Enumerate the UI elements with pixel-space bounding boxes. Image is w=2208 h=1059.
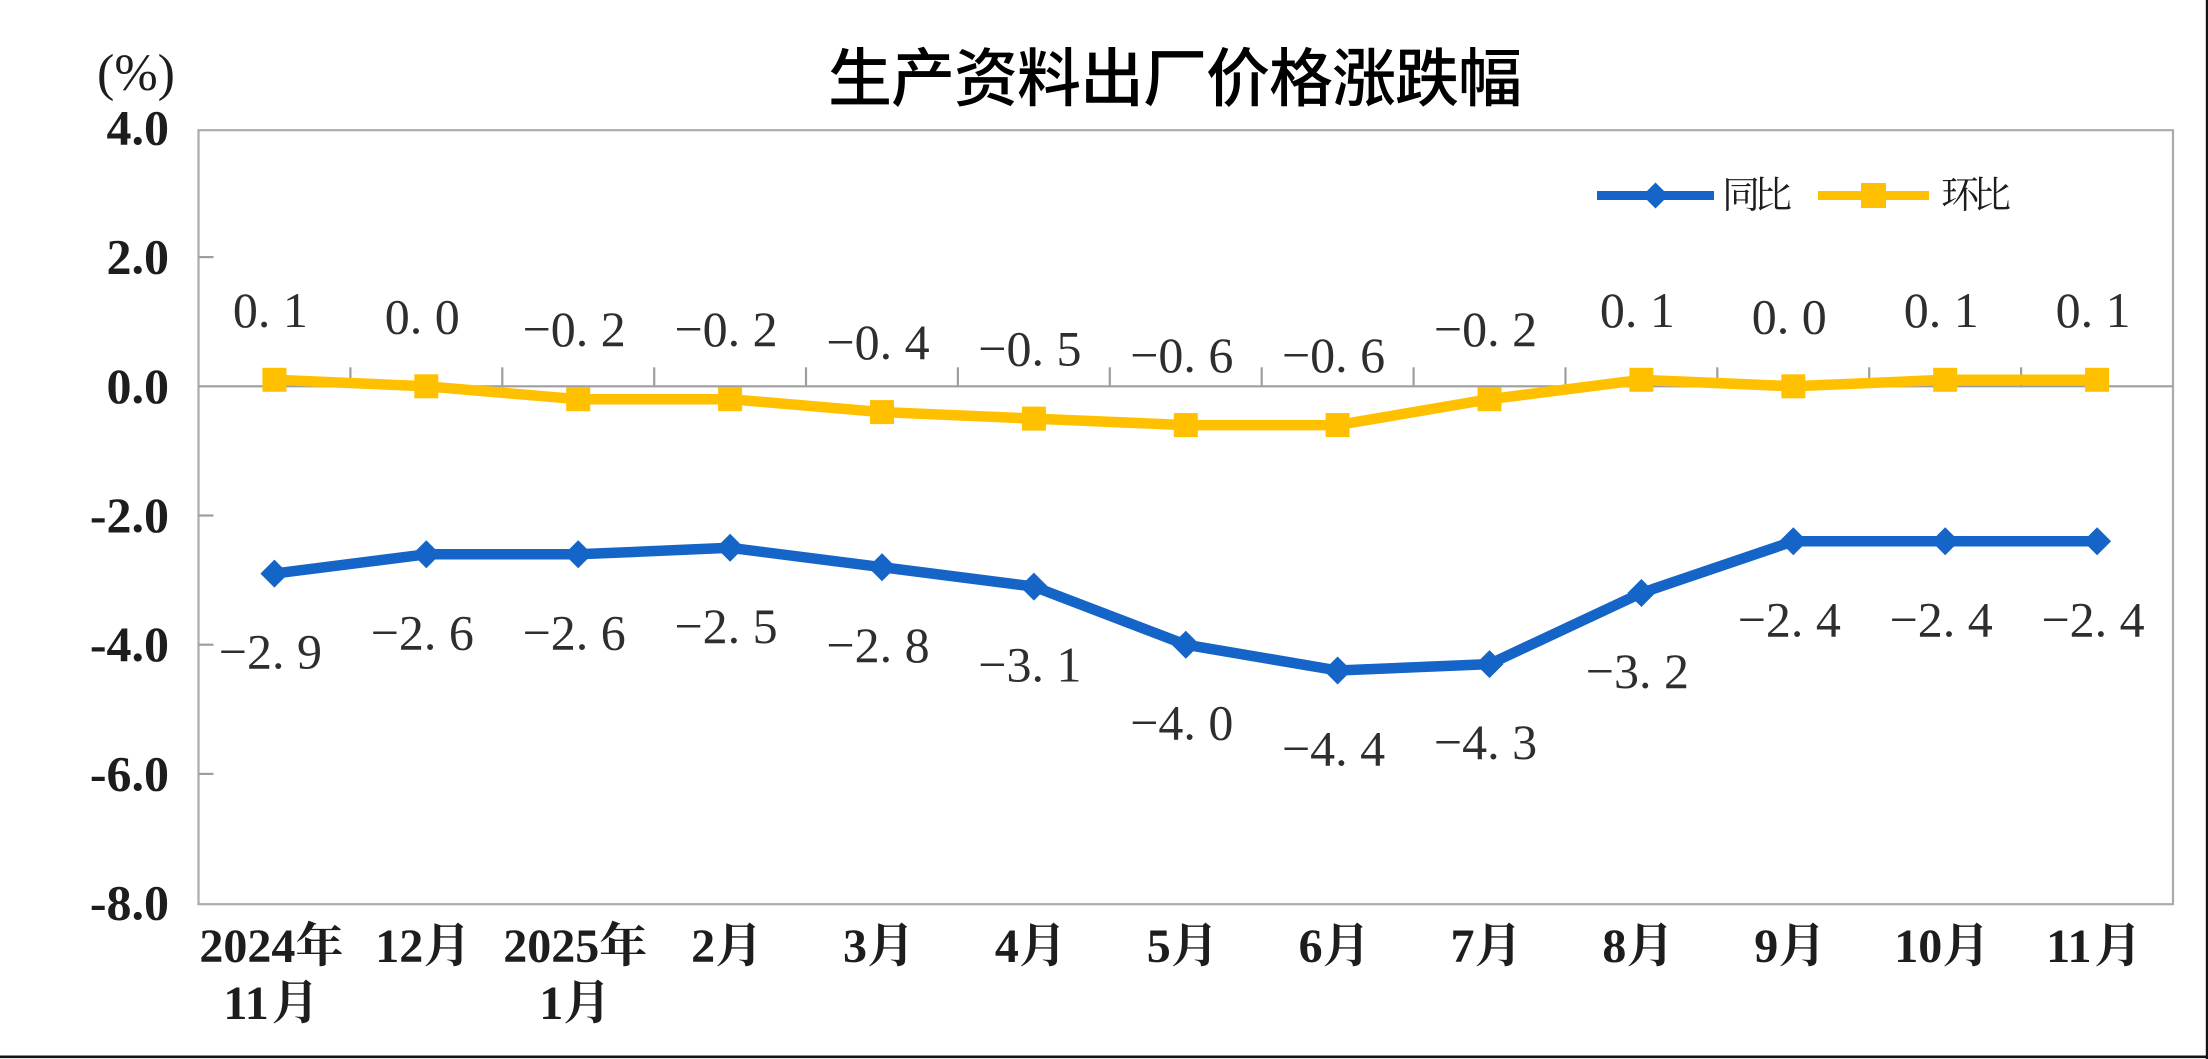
svg-text:4: 4: [995, 920, 1019, 973]
svg-text:0. 0: 0. 0: [1752, 288, 1827, 344]
svg-text:-4.0: -4.0: [90, 616, 169, 672]
svg-text:−2. 8: −2. 8: [826, 617, 929, 673]
svg-text:1: 1: [539, 977, 563, 1030]
svg-text:−3. 1: −3. 1: [978, 637, 1081, 693]
svg-text:9: 9: [1754, 920, 1778, 973]
svg-text:2024: 2024: [199, 920, 295, 973]
svg-text:2: 2: [691, 920, 715, 973]
svg-text:12: 12: [375, 920, 423, 973]
svg-text:−0. 6: −0. 6: [1130, 327, 1233, 383]
svg-text:5: 5: [1147, 920, 1171, 973]
svg-text:7: 7: [1451, 920, 1475, 973]
svg-text:−0. 6: −0. 6: [1282, 327, 1385, 383]
svg-text:(%): (%): [97, 45, 175, 102]
svg-text:−0. 2: −0. 2: [674, 301, 777, 357]
svg-text:−2. 5: −2. 5: [674, 598, 777, 654]
svg-text:−0. 2: −0. 2: [523, 301, 626, 357]
svg-text:10: 10: [1894, 920, 1942, 973]
svg-text:-2.0: -2.0: [90, 487, 169, 543]
svg-text:-6.0: -6.0: [90, 745, 169, 801]
svg-text:−0. 4: −0. 4: [826, 314, 929, 370]
svg-text:−4. 0: −4. 0: [1130, 695, 1233, 751]
svg-text:6: 6: [1299, 920, 1323, 973]
svg-text:−2. 4: −2. 4: [2041, 591, 2144, 647]
svg-text:0. 1: 0. 1: [1904, 282, 1979, 338]
svg-text:−3. 2: −3. 2: [1586, 643, 1689, 699]
svg-text:−0. 5: −0. 5: [978, 321, 1081, 377]
svg-text:−2. 6: −2. 6: [371, 604, 474, 660]
svg-text:−2. 4: −2. 4: [1890, 591, 1993, 647]
svg-text:2.0: 2.0: [107, 229, 170, 285]
svg-text:−2. 9: −2. 9: [219, 624, 322, 680]
svg-text:−2. 6: −2. 6: [523, 604, 626, 660]
svg-text:−2. 4: −2. 4: [1738, 591, 1841, 647]
svg-text:8: 8: [1602, 920, 1626, 973]
svg-text:−4. 4: −4. 4: [1282, 721, 1385, 777]
svg-text:3: 3: [843, 920, 867, 973]
svg-text:−4. 3: −4. 3: [1434, 714, 1537, 770]
svg-text:0. 1: 0. 1: [233, 282, 308, 338]
svg-text:-8.0: -8.0: [90, 875, 169, 931]
svg-text:0. 0: 0. 0: [385, 288, 460, 344]
svg-text:2025: 2025: [503, 920, 599, 973]
svg-text:0.0: 0.0: [107, 358, 170, 414]
svg-text:4.0: 4.0: [107, 99, 170, 155]
svg-text:0. 1: 0. 1: [1600, 282, 1675, 338]
svg-text:0. 1: 0. 1: [2056, 282, 2131, 338]
svg-text:−0. 2: −0. 2: [1434, 301, 1537, 357]
svg-text:11: 11: [2046, 920, 2091, 973]
svg-text:11: 11: [223, 977, 268, 1030]
